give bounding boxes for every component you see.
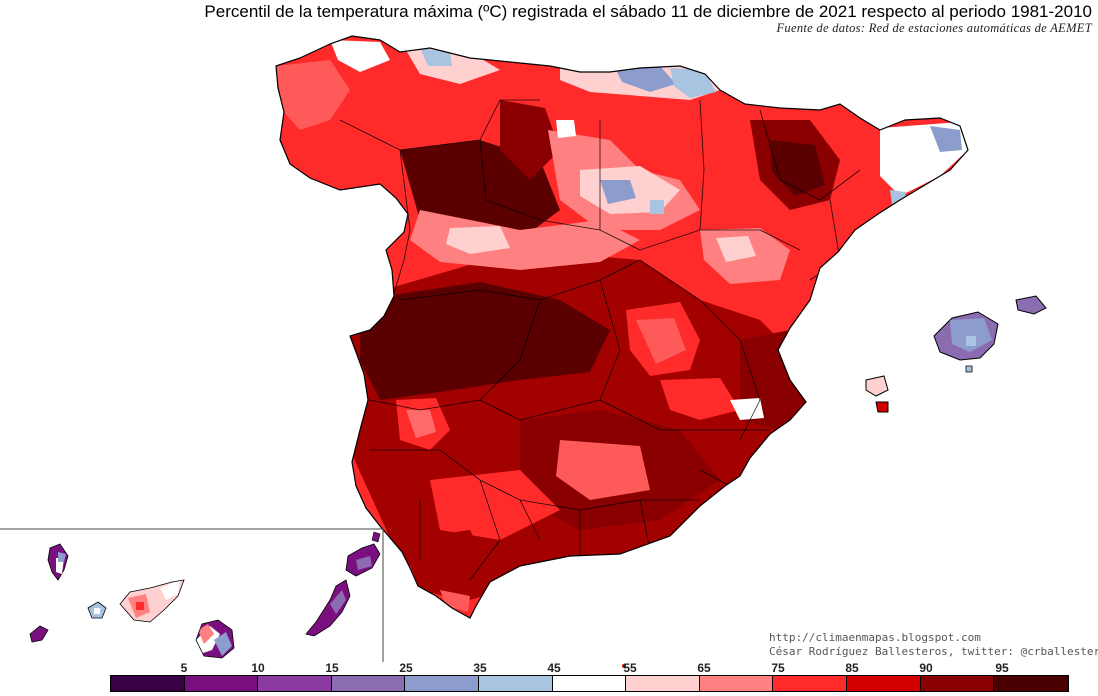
legend-tick: 5 [180, 661, 188, 675]
legend-swatch [258, 676, 332, 691]
legend-swatch [994, 676, 1068, 691]
legend-swatch [111, 676, 185, 691]
credits: http://climaenmapas.blogspot.com César R… [769, 631, 1098, 659]
marker-dot [622, 664, 626, 668]
peninsula-map [275, 35, 969, 619]
legend-tick: 15 [325, 661, 339, 675]
legend-swatch [626, 676, 700, 691]
legend-tick: 95 [995, 661, 1009, 675]
legend-swatch [405, 676, 479, 691]
balearic-islands [865, 295, 1047, 413]
legend-swatch [846, 676, 921, 691]
canary-islands-inset [0, 528, 384, 662]
legend-swatch [699, 676, 774, 691]
legend-tick: 90 [919, 661, 933, 675]
legend-swatch [478, 676, 553, 691]
legend-tick: 10 [251, 661, 265, 675]
legend-tick: 65 [697, 661, 711, 675]
data-source-note: Fuente de datos: Red de estaciones autom… [776, 21, 1092, 35]
legend-swatch [773, 676, 847, 691]
map-title: Percentil de la temperatura máxima (ºC) … [204, 2, 1092, 21]
legend-swatch [331, 676, 406, 691]
legend-tick: 75 [771, 661, 785, 675]
blog-link[interactable]: http://climaenmapas.blogspot.com [769, 631, 981, 644]
legend-swatch [552, 676, 627, 691]
legend-tick-labels: 5 10 15 25 35 45 55 65 75 85 90 95 [0, 661, 1098, 675]
legend-tick: 25 [399, 661, 413, 675]
legend-tick: 85 [845, 661, 859, 675]
legend-swatch [920, 676, 995, 691]
legend-tick: 45 [547, 661, 561, 675]
legend-tick: 55 [623, 661, 637, 675]
legend-tick: 35 [473, 661, 487, 675]
legend-color-bar [110, 675, 1069, 692]
legend-swatch [184, 676, 259, 691]
author-credit: César Rodríguez Ballesteros, twitter: @c… [769, 645, 1098, 658]
